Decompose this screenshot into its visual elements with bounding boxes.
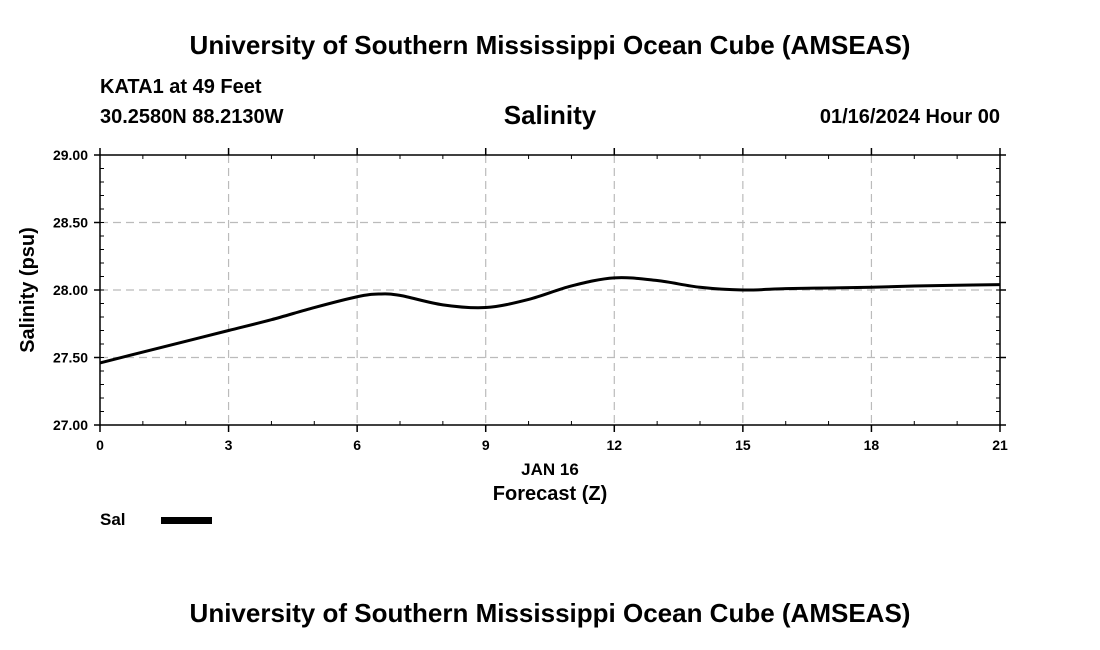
y-tick-label: 27.50 bbox=[53, 350, 88, 366]
x-axis-label: Forecast (Z) bbox=[493, 483, 607, 505]
y-tick-label: 28.50 bbox=[53, 215, 88, 231]
x-tick-label: 21 bbox=[992, 437, 1008, 453]
axis-labels: 0 3 6 9 12 15 18 21 27.00 27.50 28.00 28.50 29.00 JAN… bbox=[17, 147, 1008, 505]
forecast-datetime: 01/16/2024 Hour 00 bbox=[819, 106, 1000, 128]
series-group bbox=[99, 276, 1001, 365]
x-tick-label: 18 bbox=[864, 437, 880, 453]
x-tick-label: 15 bbox=[735, 437, 751, 453]
x-tick-label: 6 bbox=[353, 437, 361, 453]
page-title: University of Southern Mississippi Ocean… bbox=[189, 30, 911, 60]
y-tick-label: 27.00 bbox=[53, 417, 88, 433]
y-tick-label: 29.00 bbox=[53, 147, 88, 163]
y-axis-label: Salinity (psu) bbox=[17, 227, 39, 353]
station-label: KATA1 at 49 Feet bbox=[100, 76, 262, 98]
plot-frame bbox=[99, 154, 1001, 426]
coordinates-label: 30.2580N 88.2130W bbox=[100, 106, 284, 128]
x-tick-label: 0 bbox=[96, 437, 104, 453]
x-tick-label: 12 bbox=[606, 437, 622, 453]
x-axis-sublabel: JAN 16 bbox=[521, 460, 579, 479]
legend-swatch bbox=[161, 517, 212, 524]
grid-lines bbox=[100, 155, 1000, 425]
chart-title: Salinity bbox=[503, 100, 597, 130]
x-tick-label: 3 bbox=[225, 437, 233, 453]
series-line-salinity bbox=[99, 276, 1001, 365]
footer-title: University of Southern Mississippi Ocean… bbox=[189, 598, 911, 628]
legend-label: Sal bbox=[100, 510, 126, 529]
x-tick-label: 9 bbox=[482, 437, 490, 453]
y-tick-label: 28.00 bbox=[53, 282, 88, 298]
